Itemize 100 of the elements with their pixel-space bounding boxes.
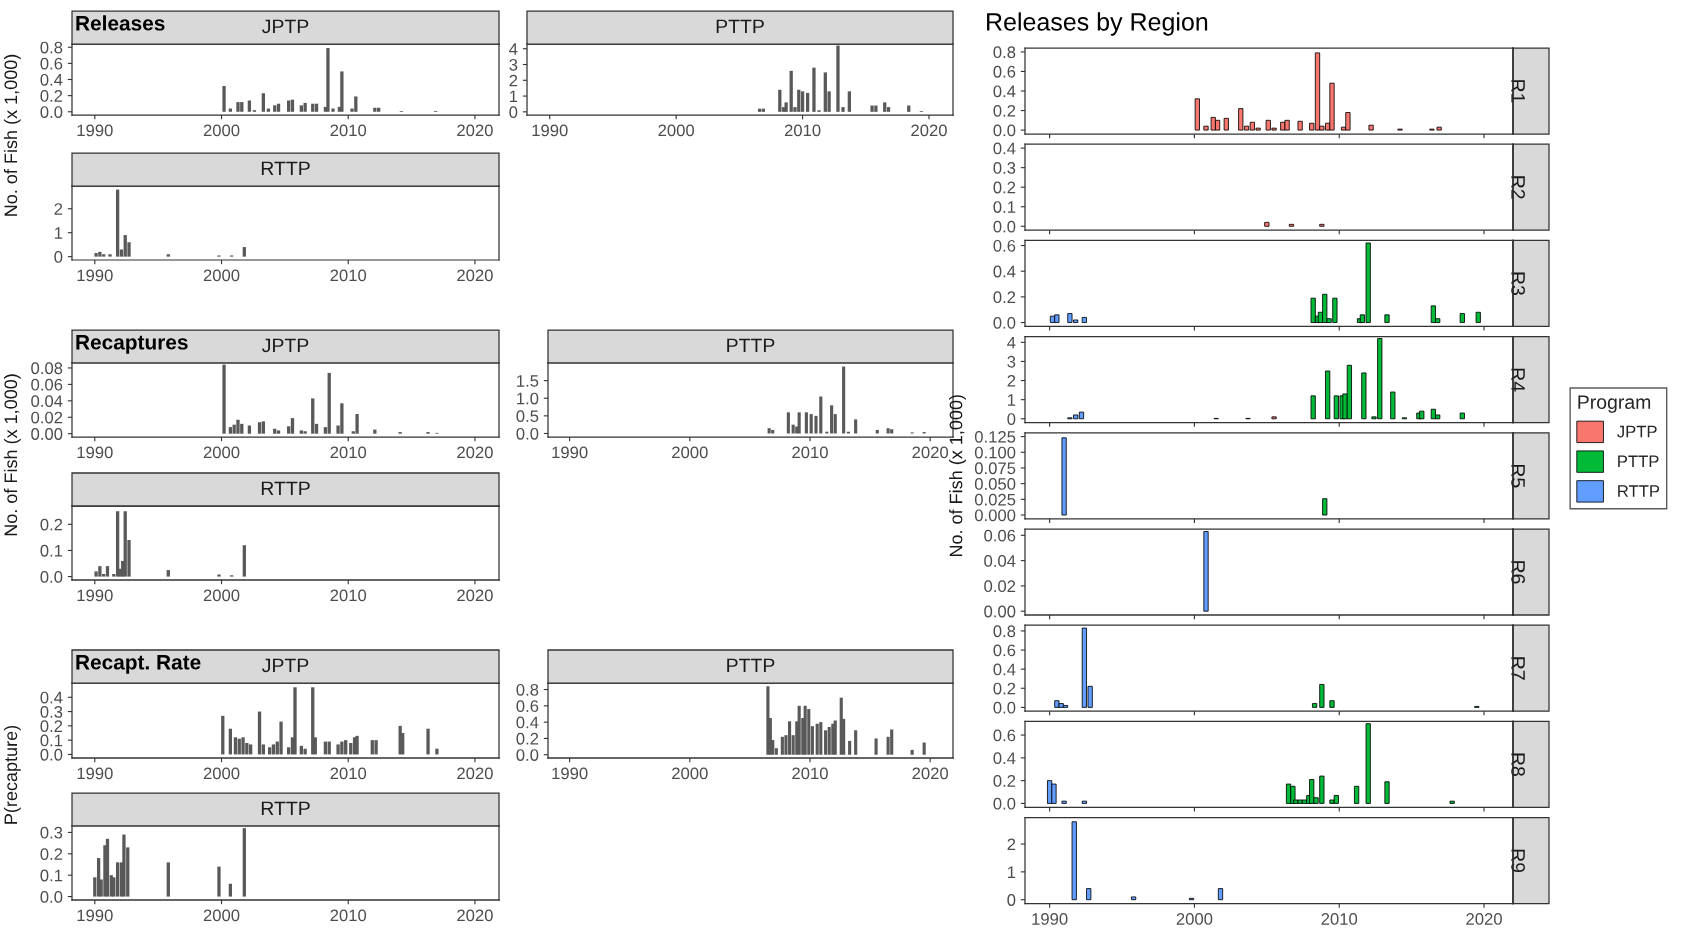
y-tick-label: 0.050	[974, 478, 1016, 490]
y-tick-label: 1.5	[517, 375, 539, 387]
y-tick-label: 0.0	[40, 106, 63, 118]
text: R1	[1511, 80, 1525, 103]
y-tick-label: 4	[1007, 336, 1016, 349]
x-tick-label: 2020	[457, 446, 493, 459]
y-tick-label: 0.8	[40, 41, 63, 54]
y-tick-label: 0.04	[31, 395, 63, 408]
x-tick-label: 1990	[77, 124, 113, 137]
y-tick-label: 0.8	[993, 46, 1016, 59]
x-tick-label: 2010	[1321, 913, 1358, 925]
x-tick-label: 2010	[330, 446, 367, 459]
y-tick-label: 0.2	[993, 682, 1016, 695]
y-tick-label: 0.4	[40, 691, 63, 704]
x-tick-label: 2000	[203, 589, 240, 602]
x-tick-label: 2000	[203, 446, 240, 459]
y-tick-label: 0.0	[40, 571, 63, 583]
x-tick-label: 2000	[203, 269, 240, 282]
chart-subtitle: JPTP	[262, 338, 309, 353]
legend-label: PTTP	[1618, 455, 1659, 468]
y-tick-label: 0.2	[40, 720, 63, 733]
y-tick-label: 0.2	[993, 181, 1016, 194]
x-tick-label: 1990	[77, 589, 113, 602]
x-tick-label: 2020	[1466, 913, 1502, 925]
x-tick-label: 1990	[552, 767, 588, 780]
y-tick-label: 0.0	[993, 701, 1016, 714]
legend-label: JPTP	[1617, 425, 1657, 438]
x-tick-label: 2020	[912, 446, 949, 459]
y-tick-label: 0.6	[516, 700, 539, 713]
chart-title: Recapt. Rate	[76, 655, 201, 674]
x-tick-label: 2020	[457, 909, 493, 922]
x-tick-label: 2000	[1176, 913, 1213, 925]
y-tick-label: 0.2	[993, 291, 1016, 304]
chart-subtitle: PTTP	[727, 658, 775, 673]
x-tick-label: 2020	[457, 124, 493, 137]
x-tick-label: 1990	[552, 446, 588, 459]
x-tick-label: 2020	[457, 767, 493, 780]
x-tick-label: 1990	[77, 446, 113, 459]
x-tick-label: 2000	[203, 767, 240, 780]
y-tick-label: 0.3	[40, 826, 63, 839]
x-tick-label: 2010	[792, 446, 828, 459]
y-tick-label: 0.0	[993, 124, 1016, 137]
chart-title: Releases by Region	[987, 12, 1208, 36]
y-tick-label: 0.1	[40, 544, 63, 557]
y-tick-label: 0.8	[993, 625, 1016, 638]
text: R5	[1511, 464, 1525, 488]
chart-title: Recaptures	[76, 335, 188, 354]
y-tick-label: 0	[1007, 894, 1016, 906]
y-tick-label: 0.6	[993, 239, 1016, 252]
y-tick-label: 0.06	[984, 529, 1016, 542]
y-tick-label: 0.02	[984, 580, 1016, 593]
y-tick-label: 0.1	[40, 869, 63, 882]
y-tick-label: 0.00	[984, 605, 1016, 618]
x-tick-label: 2020	[457, 589, 493, 602]
x-tick-label: 2000	[672, 446, 708, 459]
y-tick-label: 0.0	[993, 797, 1016, 810]
x-tick-label: 2010	[330, 589, 367, 602]
y-tick-label: 0	[509, 106, 518, 119]
x-tick-label: 1990	[77, 269, 113, 282]
x-tick-label: 2020	[912, 767, 949, 780]
y-tick-label: 0.4	[993, 663, 1016, 676]
y-tick-label: 1.0	[517, 392, 539, 405]
y-tick-label: 0.6	[993, 644, 1016, 657]
y-tick-label: 0.000	[974, 509, 1016, 522]
y-tick-label: 0.02	[31, 411, 63, 424]
y-tick-label: 0.2	[40, 90, 63, 102]
y-tick-label: 0.2	[40, 518, 63, 531]
y-tick-label: 0.1	[40, 734, 63, 747]
x-tick-label: 1990	[77, 909, 113, 922]
y-tick-label: 0.1	[993, 201, 1016, 213]
y-tick-label: 0.4	[40, 73, 63, 86]
y-axis-title: No. of Fish (x 1,000)	[3, 374, 21, 536]
y-tick-label: 0.04	[984, 555, 1016, 567]
x-tick-label: 1990	[1032, 913, 1068, 925]
x-tick-label: 2010	[330, 909, 367, 922]
chart-title: Releases	[76, 15, 165, 31]
text: R2	[1511, 176, 1525, 199]
y-tick-label: 0.0	[40, 748, 63, 761]
y-tick-label: 0.3	[40, 705, 63, 718]
y-tick-label: 0.4	[993, 142, 1016, 155]
chart-subtitle: RTTP	[261, 801, 310, 816]
y-tick-label: 2	[1007, 838, 1016, 851]
y-tick-label: 0.6	[40, 57, 63, 70]
x-tick-label: 2000	[672, 767, 708, 780]
y-tick-label: 0.0	[516, 749, 539, 761]
y-tick-label: 0.4	[993, 752, 1016, 765]
y-tick-label: 0.6	[993, 65, 1016, 78]
y-axis-title: P(recapture)	[3, 725, 21, 824]
y-tick-label: 0.0	[993, 220, 1016, 233]
x-tick-label: 2020	[457, 269, 493, 282]
y-tick-label: 2	[509, 74, 518, 87]
y-tick-label: 3	[1007, 355, 1016, 368]
y-tick-label: 0.0	[40, 890, 63, 903]
x-tick-label: 1990	[532, 124, 568, 137]
x-tick-label: 2000	[203, 124, 240, 137]
y-tick-label: 0.08	[31, 362, 63, 375]
y-tick-label: 0.2	[40, 848, 63, 861]
y-tick-label: 0.5	[516, 410, 539, 423]
y-tick-label: 0.8	[516, 683, 539, 696]
y-tick-label: 2	[1007, 374, 1016, 387]
